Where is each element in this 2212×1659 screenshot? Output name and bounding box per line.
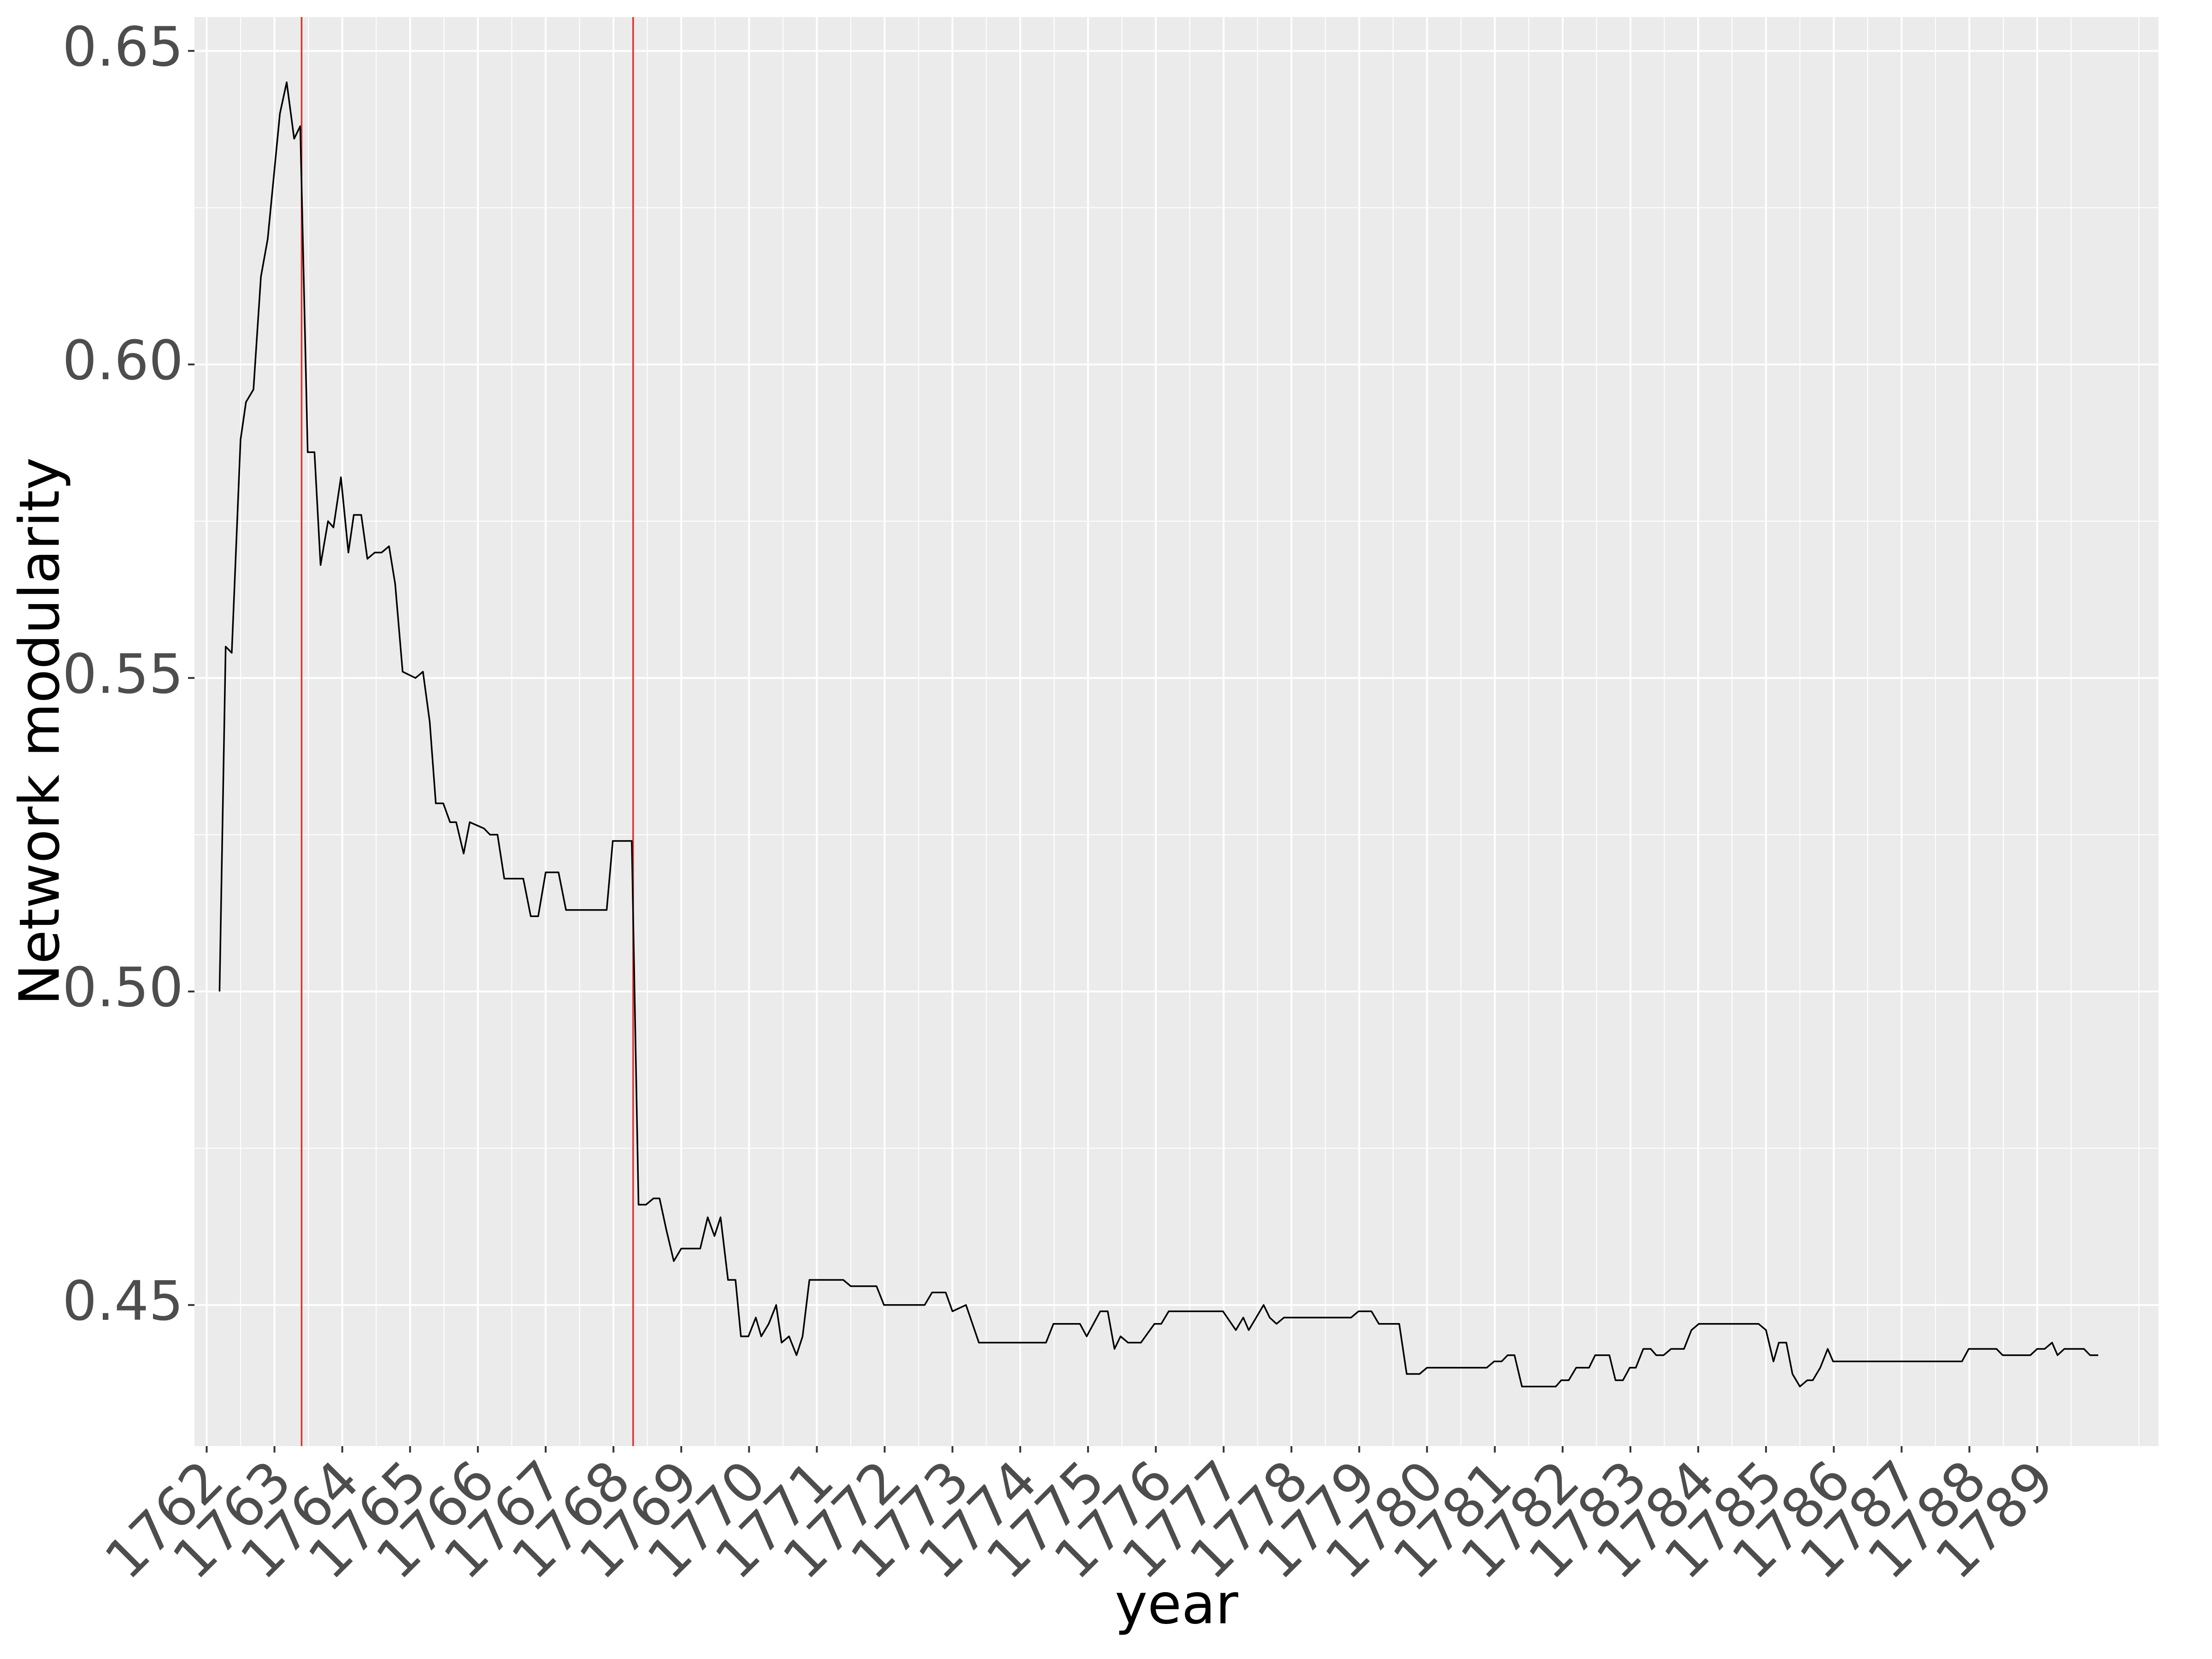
y-tick-label: 0.55: [62, 642, 183, 706]
y-tick-label: 0.45: [62, 1269, 183, 1333]
y-axis-title: Network modularity: [8, 457, 72, 1005]
y-tick-label: 0.60: [62, 329, 183, 392]
plot-panel: [194, 17, 2159, 1446]
data-line: [218, 81, 2099, 1388]
y-tick-label: 0.65: [62, 15, 183, 79]
x-axis-title: year: [1115, 1573, 1238, 1637]
y-tick-label: 0.50: [62, 956, 183, 1019]
